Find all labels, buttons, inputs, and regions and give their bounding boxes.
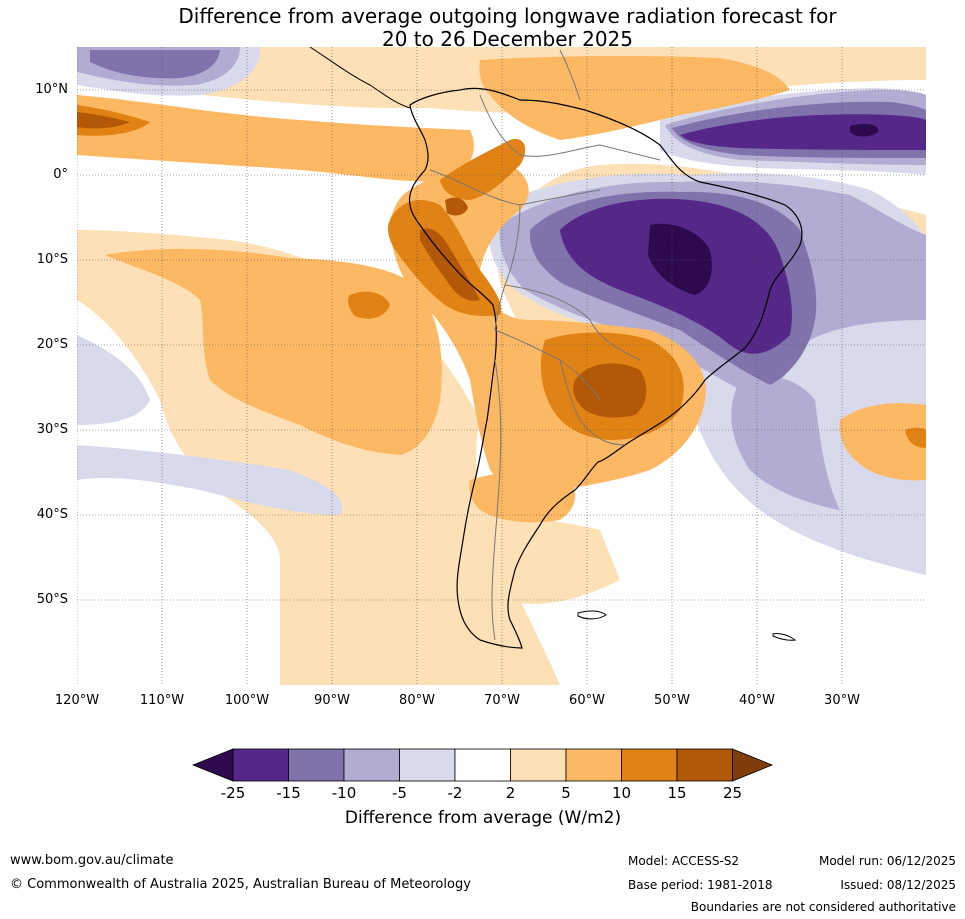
lat-label-0: 0° [53, 167, 68, 182]
field-brown-andes [420, 228, 480, 301]
field-darkest-purple-amazon [648, 223, 712, 295]
field-brown-tropical-pacific [77, 112, 130, 129]
colorbar-bin-1 [232, 748, 289, 782]
field-orange-caribbean [479, 55, 790, 141]
field-dark-orange-pacific [347, 291, 390, 319]
field-brown-plata [573, 363, 647, 418]
field-orange-north-pacific [77, 95, 474, 182]
colorbar-bin-4 [399, 748, 456, 782]
field-light-purple-east [731, 376, 840, 510]
colorbar-bin-5 [454, 748, 511, 782]
colorbar-tick: 15 [667, 784, 687, 802]
colorbar-tick: 5 [561, 784, 571, 802]
colorbar-tick: -15 [276, 784, 301, 802]
lon-label-80w: 80°W [399, 693, 435, 708]
lon-label-90w: 90°W [314, 693, 350, 708]
lat-label-30s: 30°S [36, 422, 68, 437]
lon-label-30w: 30°W [824, 693, 860, 708]
lat-label-20s: 20°S [36, 337, 68, 352]
colorbar-tick: -5 [392, 784, 407, 802]
lon-label-70w: 70°W [484, 693, 520, 708]
map-title-line-1: Difference from average outgoing longwav… [178, 4, 837, 28]
colorbar-bin-2 [288, 748, 345, 782]
colorbar-bin-7 [565, 748, 622, 782]
field-brown-north-andes [445, 197, 468, 216]
colorbar-tick: -25 [220, 784, 246, 802]
colorbar-tick: -2 [447, 784, 463, 802]
lon-label-100w: 100°W [224, 693, 270, 708]
field-dark-orange-east-atlantic [905, 427, 926, 448]
colorbar [191, 748, 774, 782]
coastline-south-america [408, 87, 803, 649]
field-orange-patagonia [469, 472, 576, 523]
field-medium-purple-northwest [90, 50, 220, 79]
lon-label-110w: 110°W [139, 693, 185, 708]
colorbar-label: Difference from average (W/m2) [344, 808, 622, 828]
colorbar-tick: -10 [331, 784, 357, 802]
footer-base-period: Base period: 1981-2018 [628, 878, 773, 892]
colorbar-extend-low [191, 748, 234, 782]
field-light-orange-south [300, 430, 620, 604]
lat-label-10n: 10°N [35, 82, 68, 97]
colorbar-bin-8 [621, 748, 678, 782]
lon-label-60w: 60°W [569, 693, 605, 708]
colorbar-tick: 25 [722, 784, 743, 802]
coastline-falklands [577, 610, 607, 620]
footer-disclaimer: Boundaries are not considered authoritat… [690, 900, 956, 914]
coastline-central-america [309, 47, 411, 109]
field-dark-purple-northeast [680, 114, 926, 150]
map-title-line-2: 20 to 26 December 2025 [381, 27, 633, 51]
colorbar-extend-high [732, 748, 774, 782]
lat-label-40s: 40°S [36, 507, 68, 522]
footer-website[interactable]: www.bom.gov.au/climate [10, 853, 174, 868]
field-lavender-west [77, 335, 150, 425]
footer-model: Model: ACCESS-S2 [628, 854, 740, 868]
footer-issued: Issued: 08/12/2025 [840, 878, 956, 892]
coastline-south-georgia [772, 633, 797, 641]
lat-label-10s: 10°S [36, 252, 68, 267]
field-darkest-purple-northeast [850, 124, 879, 137]
footer-copyright: © Commonwealth of Australia 2025, Austra… [10, 877, 471, 892]
field-lavender-southwest [77, 445, 343, 515]
lon-label-120w: 120°W [54, 693, 100, 708]
colorbar-bin-3 [343, 748, 400, 782]
anomaly-fields [77, 47, 926, 685]
field-orange-east-atlantic [839, 403, 926, 481]
field-dark-orange-north-andes [440, 139, 526, 200]
country-borders [429, 49, 661, 641]
footer-model-run: Model run: 06/12/2025 [818, 854, 956, 868]
graticule [77, 47, 926, 685]
colorbar-bin-9 [676, 748, 733, 782]
colorbar-tick: 10 [611, 784, 632, 802]
lat-label-50s: 50°S [36, 592, 68, 607]
lon-label-50w: 50°W [654, 693, 690, 708]
colorbar-tick: 2 [505, 784, 516, 802]
lon-label-40w: 40°W [739, 693, 775, 708]
colorbar-bin-6 [510, 748, 567, 782]
